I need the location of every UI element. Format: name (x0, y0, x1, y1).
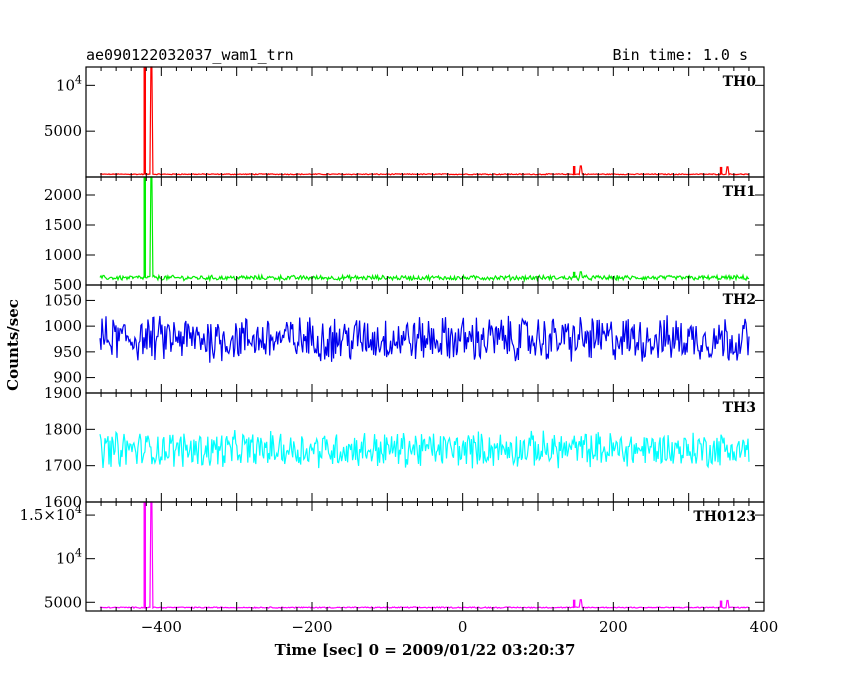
chart-title: ae090122032037_wam1_trn (86, 46, 294, 64)
panel-th3: 1600 1700 1800 1900 TH3 (44, 384, 765, 511)
series-th3 (99, 430, 750, 469)
panel-label-th0123: TH0123 (693, 509, 756, 525)
y-tick-label: 2000 (44, 186, 82, 204)
panel-label-th2: TH2 (723, 292, 756, 308)
y-tick-label: 1000 (44, 246, 82, 264)
x-axis-label: Time [sec] 0 = 2009/01/22 03:20:37 (275, 641, 576, 659)
x-tick-label: −400 (141, 618, 182, 636)
x-tick-label: 200 (599, 618, 628, 636)
y-tick-label: 1900 (44, 384, 82, 402)
y-tick-label: 1050 (44, 291, 82, 309)
y-tick-label: 1.5×104 (19, 503, 82, 524)
y-tick-label: 1500 (44, 216, 82, 234)
y-tick-label: 104 (56, 73, 82, 94)
panel-frame-th0 (85, 66, 765, 178)
x-tick-label: 0 (458, 618, 468, 636)
y-tick-label: 5000 (44, 593, 82, 611)
panel-th1: 500 1000 1500 2000 TH1 (44, 176, 765, 294)
panel-th2: 900 950 1000 1050 TH2 (44, 284, 765, 394)
x-tick-label: 400 (750, 618, 779, 636)
panel-th0123: 5000 104 1.5×104 TH0123 (19, 501, 765, 612)
panel-frame-th0123 (85, 501, 765, 612)
y-tick-label: 104 (56, 547, 82, 568)
y-tick-label: 5000 (44, 122, 82, 140)
y-tick-label: 900 (53, 369, 82, 387)
y-axis-label: Counts/sec (4, 299, 22, 391)
y-tick-label: 1600 (44, 493, 82, 511)
y-tick-label: 1700 (44, 457, 82, 475)
y-tick-label: 500 (53, 276, 82, 294)
y-tick-label: 1000 (44, 317, 82, 335)
bin-time-label: Bin time: 1.0 s (613, 46, 748, 64)
panel-th0: 5000 104 TH0 (44, 66, 765, 178)
series-th2 (99, 315, 750, 363)
panel-label-th3: TH3 (723, 400, 756, 416)
series-th0123 (99, 501, 750, 610)
panel-label-th0: TH0 (723, 74, 757, 90)
y-tick-label: 950 (53, 343, 82, 361)
series-th1 (99, 176, 750, 283)
series-th0 (99, 66, 750, 176)
panel-label-th1: TH1 (723, 184, 756, 200)
panel-frame-th1 (85, 176, 765, 286)
y-tick-label: 1800 (44, 420, 82, 438)
x-tick-label: −200 (291, 618, 332, 636)
